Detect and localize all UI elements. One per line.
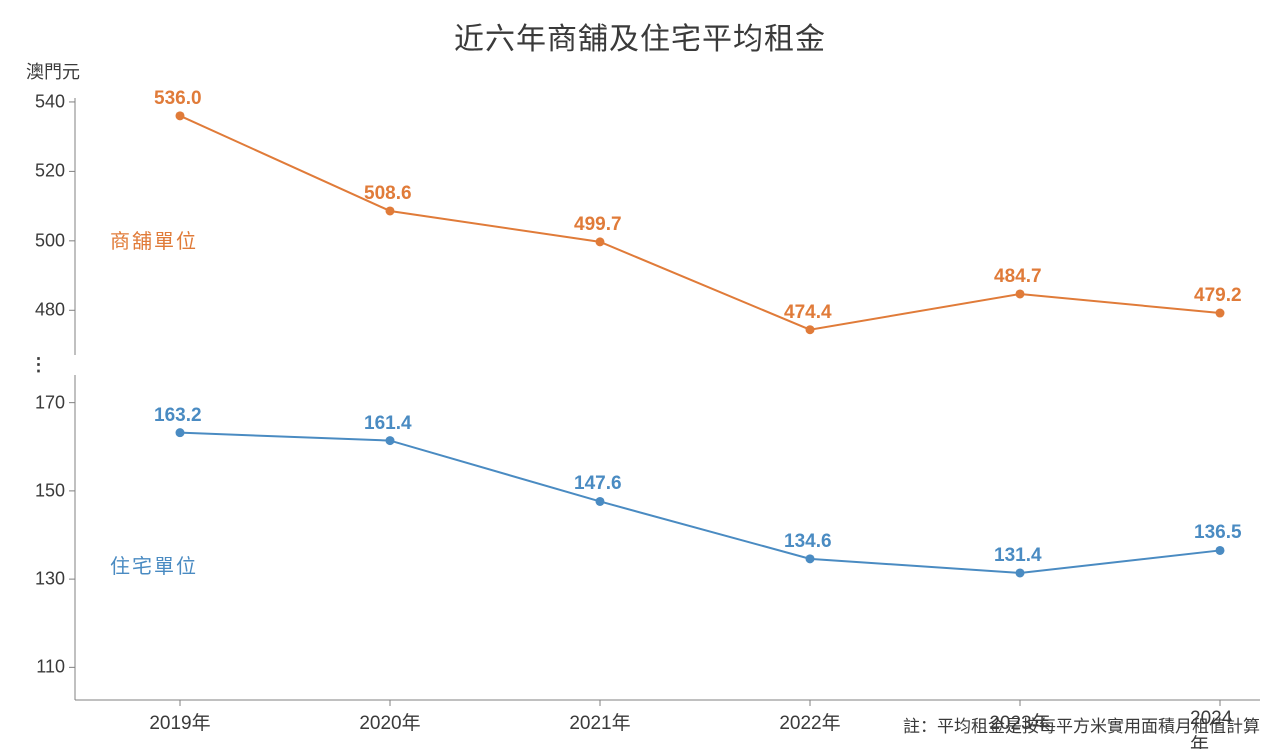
data-label-residential: 136.5 [1194,522,1242,544]
x-tick-label: 2021年 [569,708,630,735]
x-tick-label: 2020年 [359,708,420,735]
y-tick-label: 480 [5,300,65,321]
chart-root: 近六年商舖及住宅平均租金 澳門元 註：平均租金是按每平方米實用面積月租值計算 2… [0,0,1280,749]
x-tick-label: 2024年 [1190,708,1250,749]
data-label-commercial: 474.4 [784,302,832,324]
x-tick-label: 2022年 [779,708,840,735]
data-label-residential: 147.6 [574,473,622,495]
data-label-residential: 163.2 [154,405,202,427]
series-label-commercial: 商舖單位 [110,225,198,254]
data-label-residential: 134.6 [784,531,832,553]
y-tick-label: 540 [5,91,65,112]
data-label-residential: 131.4 [994,545,1042,567]
chart-svg [0,0,1280,749]
y-tick-label: 520 [5,161,65,182]
data-label-commercial: 536.0 [154,88,202,110]
x-tick-label: 2023年 [989,708,1050,735]
data-label-commercial: 479.2 [1194,285,1242,307]
data-label-commercial: 508.6 [364,183,412,205]
data-label-commercial: 499.7 [574,214,622,236]
axis-break: ⋮ [29,355,49,376]
y-tick-label: 500 [5,230,65,251]
y-tick-label: 110 [5,657,65,678]
y-tick-label: 150 [5,480,65,501]
series-label-residential: 住宅單位 [110,550,198,579]
y-tick-label: 170 [5,392,65,413]
data-label-residential: 161.4 [364,413,412,435]
y-tick-label: 130 [5,569,65,590]
data-label-commercial: 484.7 [994,266,1042,288]
x-tick-label: 2019年 [149,708,210,735]
